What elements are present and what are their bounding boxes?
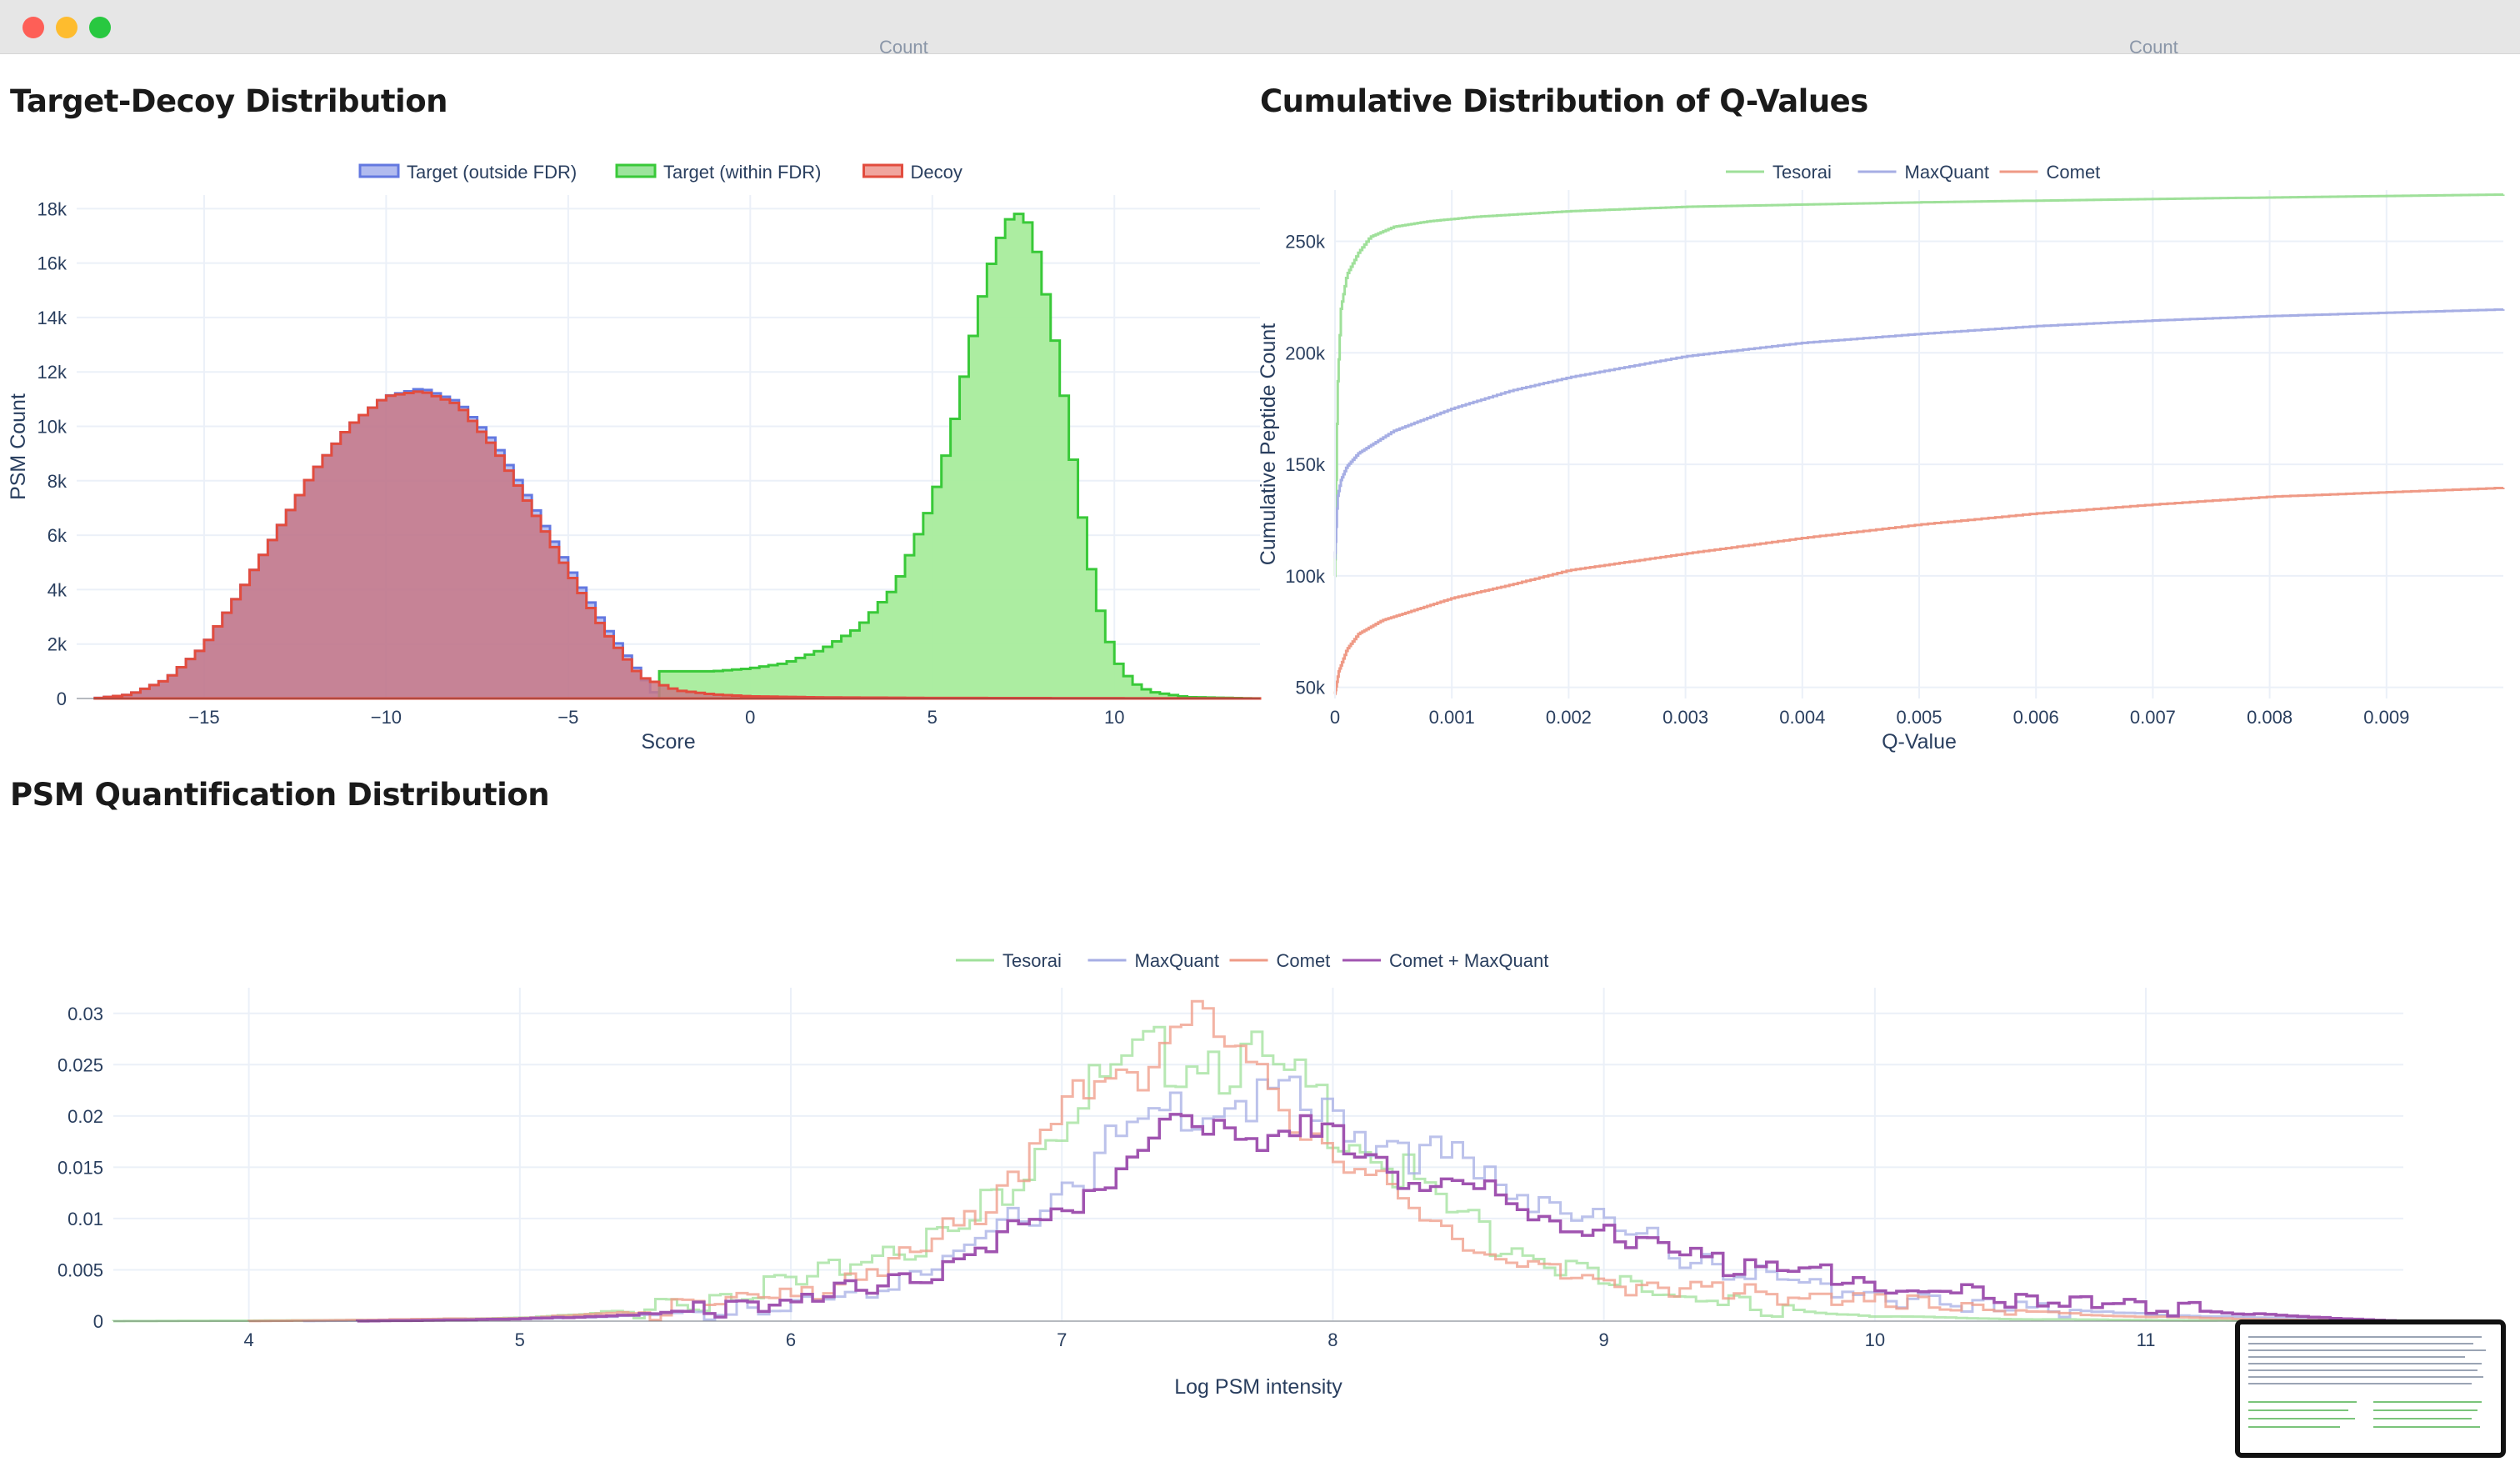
x-tick-label: 4 xyxy=(243,1329,253,1350)
y-tick-label: 18k xyxy=(38,198,68,219)
target-decoy-title: Target-Decoy Distribution xyxy=(10,83,448,119)
x-tick-label: 5 xyxy=(515,1329,525,1350)
x-tick-label: 0.006 xyxy=(2013,707,2059,728)
y-tick-label: 14k xyxy=(38,308,68,328)
y-axis-title: PSM Count xyxy=(7,393,30,500)
screenshot-thumbnail[interactable] xyxy=(2235,1319,2506,1458)
y-tick-label: 0 xyxy=(93,1311,103,1332)
density-series-maxquant xyxy=(302,1075,2405,1323)
legend-entry: Comet + MaxQuant xyxy=(1389,950,1548,971)
x-tick-label: 9 xyxy=(1599,1329,1609,1350)
x-tick-label: 0 xyxy=(745,707,755,728)
y-tick-label: 0.02 xyxy=(68,1106,103,1127)
x-tick-label: 0.005 xyxy=(1896,707,1942,728)
x-tick-label: 0.003 xyxy=(1662,707,1708,728)
y-tick-label: 8k xyxy=(48,471,68,492)
legend-swatch xyxy=(615,163,657,178)
y-tick-label: 200k xyxy=(1285,343,1326,363)
legend-entry: Target (outside FDR) xyxy=(407,162,577,183)
x-axis-title: Score xyxy=(641,730,695,754)
y-axis-title: Cumulative Peptide Count xyxy=(1257,323,1280,565)
legend-entry: Tesorai xyxy=(1772,162,1832,183)
x-tick-label: 0 xyxy=(1330,707,1340,728)
x-tick-label: 0.004 xyxy=(1779,707,1825,728)
y-tick-label: 16k xyxy=(38,253,68,274)
cdf-series-tesorai xyxy=(1333,193,2505,578)
x-tick-label: 6 xyxy=(786,1329,796,1350)
density-series-tesorai xyxy=(112,1025,2403,1323)
x-tick-label: 0.002 xyxy=(1546,707,1592,728)
y-tick-label: 150k xyxy=(1285,454,1326,475)
legend-entry: Comet xyxy=(1277,950,1331,971)
x-tick-label: 11 xyxy=(2137,1329,2156,1350)
x-tick-label: 5 xyxy=(928,707,938,728)
y-tick-label: 12k xyxy=(38,362,68,383)
window-close-button[interactable] xyxy=(22,17,44,38)
x-tick-label: 0.007 xyxy=(2130,707,2176,728)
x-tick-label: 0.008 xyxy=(2247,707,2292,728)
cutoff-axis-label: Count xyxy=(879,40,928,55)
y-tick-label: 10k xyxy=(38,417,68,438)
density-series-comet-maxquant xyxy=(355,1113,2405,1323)
legend-entry: Tesorai xyxy=(1002,950,1062,971)
cdf-series-maxquant xyxy=(1333,308,2505,559)
y-tick-label: 4k xyxy=(48,579,68,600)
x-axis-title: Q-Value xyxy=(1882,730,1957,754)
y-tick-label: 6k xyxy=(48,525,68,546)
x-tick-label: −15 xyxy=(188,707,219,728)
legend-entry: MaxQuant xyxy=(1135,950,1220,971)
legend-swatch xyxy=(358,163,400,178)
window-titlebar xyxy=(0,0,2520,54)
legend-swatch xyxy=(862,163,903,178)
qvalue-title: Cumulative Distribution of Q-Values xyxy=(1260,83,1868,119)
density-series-comet xyxy=(248,999,2405,1323)
window-minimize-button[interactable] xyxy=(56,17,78,38)
y-tick-label: 100k xyxy=(1285,566,1326,587)
legend-entry: MaxQuant xyxy=(1905,162,1990,183)
window-maximize-button[interactable] xyxy=(89,17,111,38)
x-tick-label: 8 xyxy=(1328,1329,1338,1350)
x-tick-label: 7 xyxy=(1057,1329,1067,1350)
legend-entry: Decoy xyxy=(911,162,962,183)
x-axis-title: Log PSM intensity xyxy=(1174,1375,1342,1399)
y-tick-label: 0.015 xyxy=(58,1157,103,1178)
x-tick-label: 0.009 xyxy=(2363,707,2409,728)
y-tick-label: 0.005 xyxy=(58,1259,103,1280)
x-tick-label: −5 xyxy=(558,707,578,728)
y-tick-label: 0 xyxy=(57,688,67,709)
cdf-series-comet xyxy=(1333,487,2505,696)
y-tick-label: 250k xyxy=(1285,232,1326,253)
histogram-series-target-within-fdr- xyxy=(658,213,1262,700)
x-tick-label: 10 xyxy=(1865,1329,1885,1350)
y-tick-label: 0.03 xyxy=(68,1004,103,1024)
quant-title: PSM Quantification Distribution xyxy=(10,777,550,813)
x-tick-label: 0.001 xyxy=(1429,707,1475,728)
y-tick-label: 0.025 xyxy=(58,1054,103,1075)
cutoff-axis-label: Count xyxy=(2129,40,2178,55)
y-tick-label: 2k xyxy=(48,634,68,655)
y-tick-label: 0.01 xyxy=(68,1209,103,1229)
legend-entry: Comet xyxy=(2047,162,2101,183)
x-tick-label: 10 xyxy=(1104,707,1124,728)
x-tick-label: −10 xyxy=(371,707,402,728)
y-tick-label: 50k xyxy=(1296,678,1326,698)
legend-entry: Target (within FDR) xyxy=(663,162,821,183)
